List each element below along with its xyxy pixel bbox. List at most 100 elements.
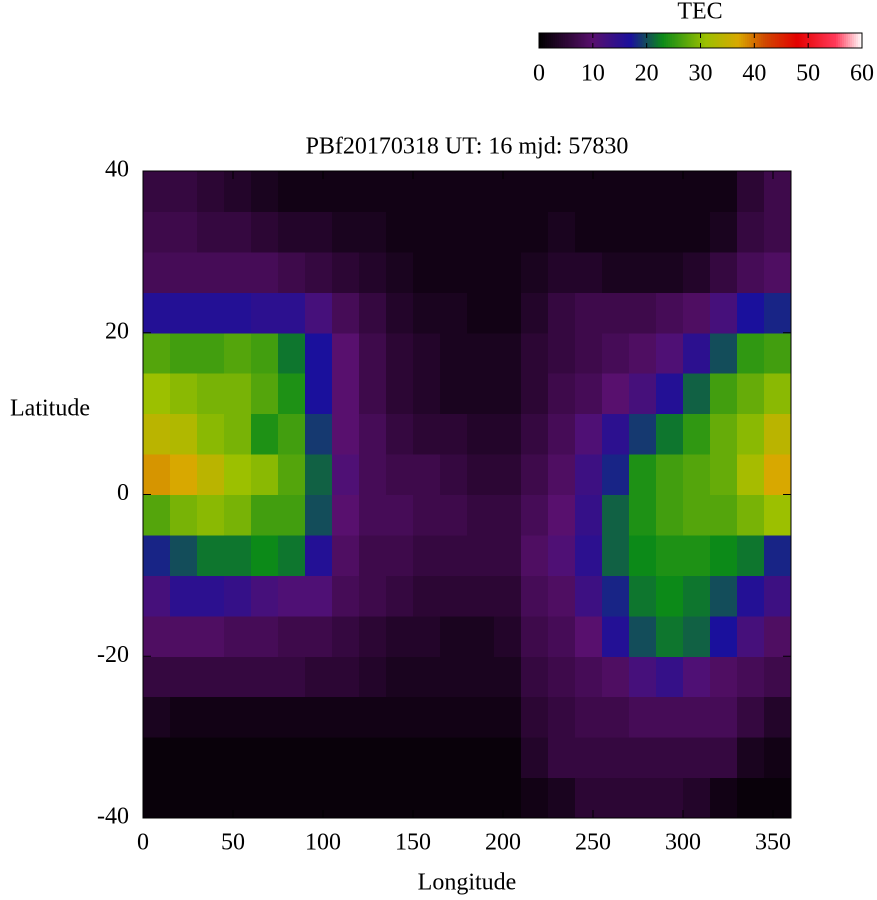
y-axis-label: Latitude [10,396,90,422]
heatmap-cell [575,332,603,374]
heatmap-cell [278,332,306,374]
heatmap-cell [386,615,414,657]
colorbar-segment [698,33,701,48]
heatmap-cell [332,494,360,536]
heatmap-cell [251,211,279,253]
heatmap-cell [413,656,441,698]
heatmap-cell [386,534,414,576]
heatmap-cell [683,494,711,536]
heatmap-cell [656,454,684,495]
colorbar-segment [547,33,550,48]
heatmap-cell [197,373,225,415]
colorbar-segment [595,33,599,48]
heatmap-cell [170,696,198,738]
heatmap-cell [629,373,657,415]
colorbar-segment [648,33,651,48]
x-tick-label: 250 [575,830,611,856]
colorbar-segment [853,33,857,48]
colorbar-segment [726,33,730,48]
heatmap-cell [413,292,441,334]
heatmap-cell [521,534,549,576]
chart-title: PBf20170318 UT: 16 mjd: 57830 [306,134,629,160]
x-tick-label: 200 [485,830,521,856]
heatmap-cell [521,494,549,536]
heatmap-cell [359,413,387,455]
heatmap-cell [332,211,360,253]
colorbar-segment [599,33,603,48]
heatmap-cell [143,171,171,212]
heatmap-cell [440,413,468,455]
colorbar-segment [805,33,808,48]
x-tick-label: 50 [221,830,245,856]
colorbar-segment [728,33,732,48]
heatmap-cell [602,575,630,617]
heatmap-cell [197,332,225,374]
heatmap-cell [224,696,252,738]
colorbar-segment [789,33,792,48]
heatmap-cell [467,696,495,738]
colorbar-segment [633,33,637,48]
colorbar-segment [769,33,772,48]
heatmap-cell [764,737,792,779]
heatmap-cell [143,696,171,738]
heatmap-cell [737,292,765,334]
colorbar-segment [736,33,740,48]
heatmap-cell [359,373,387,415]
colorbar-segment [696,33,699,48]
heatmap-cell [521,251,549,293]
colorbar-segment [555,33,558,48]
heatmap-cell [278,696,306,738]
heatmap-cell [278,211,306,253]
heatmap-cell [602,615,630,657]
heatmap-cell [548,211,576,253]
colorbar-segment [722,33,726,48]
heatmap-cell [305,454,333,495]
heatmap-cell [521,615,549,657]
heatmap-cell [197,494,225,536]
colorbar-segment [627,33,631,48]
heatmap-cell [494,292,522,334]
heatmap-cell [602,534,630,576]
heatmap-cell [737,737,765,779]
heatmap-cell [575,656,603,698]
heatmap-cell [332,332,360,374]
heatmap-cell [602,494,630,536]
heatmap-cell [305,575,333,617]
heatmap-cell [440,211,468,253]
heatmap-cell [224,292,252,334]
heatmap-cell [440,656,468,698]
heatmap-cell [710,211,738,253]
heatmap-cell [251,534,279,576]
heatmap-cell [521,292,549,334]
heatmap-cell [359,332,387,374]
heatmap-cell [629,615,657,657]
colorbar-segment [625,33,629,48]
heatmap-cell [278,737,306,779]
heatmap-cell [143,373,171,415]
colorbar-segment [643,33,647,48]
heatmap-cell [413,211,441,253]
colorbar-segment [750,33,754,48]
heatmap-cell [359,251,387,293]
heatmap-cell [737,656,765,698]
colorbar-tick-label: 10 [581,61,605,87]
heatmap-cell [710,656,738,698]
colorbar-segment [785,33,788,48]
heatmap-cell [602,777,630,819]
heatmap-cell [197,413,225,455]
heatmap-cell [656,534,684,576]
colorbar-segment [583,33,586,48]
heatmap-cell [278,171,306,212]
heatmap-cell [467,534,495,576]
heatmap-cell [224,656,252,698]
x-tick-label: 350 [755,830,791,856]
heatmap-cell [332,615,360,657]
heatmap-cell [278,575,306,617]
x-tick-label: 0 [137,830,149,856]
colorbar-segment [783,33,786,48]
heatmap-cell [278,534,306,576]
heatmap-cell [494,332,522,374]
heatmap-cell [332,171,360,212]
heatmap-cell [548,494,576,536]
colorbar-segment [801,33,804,48]
